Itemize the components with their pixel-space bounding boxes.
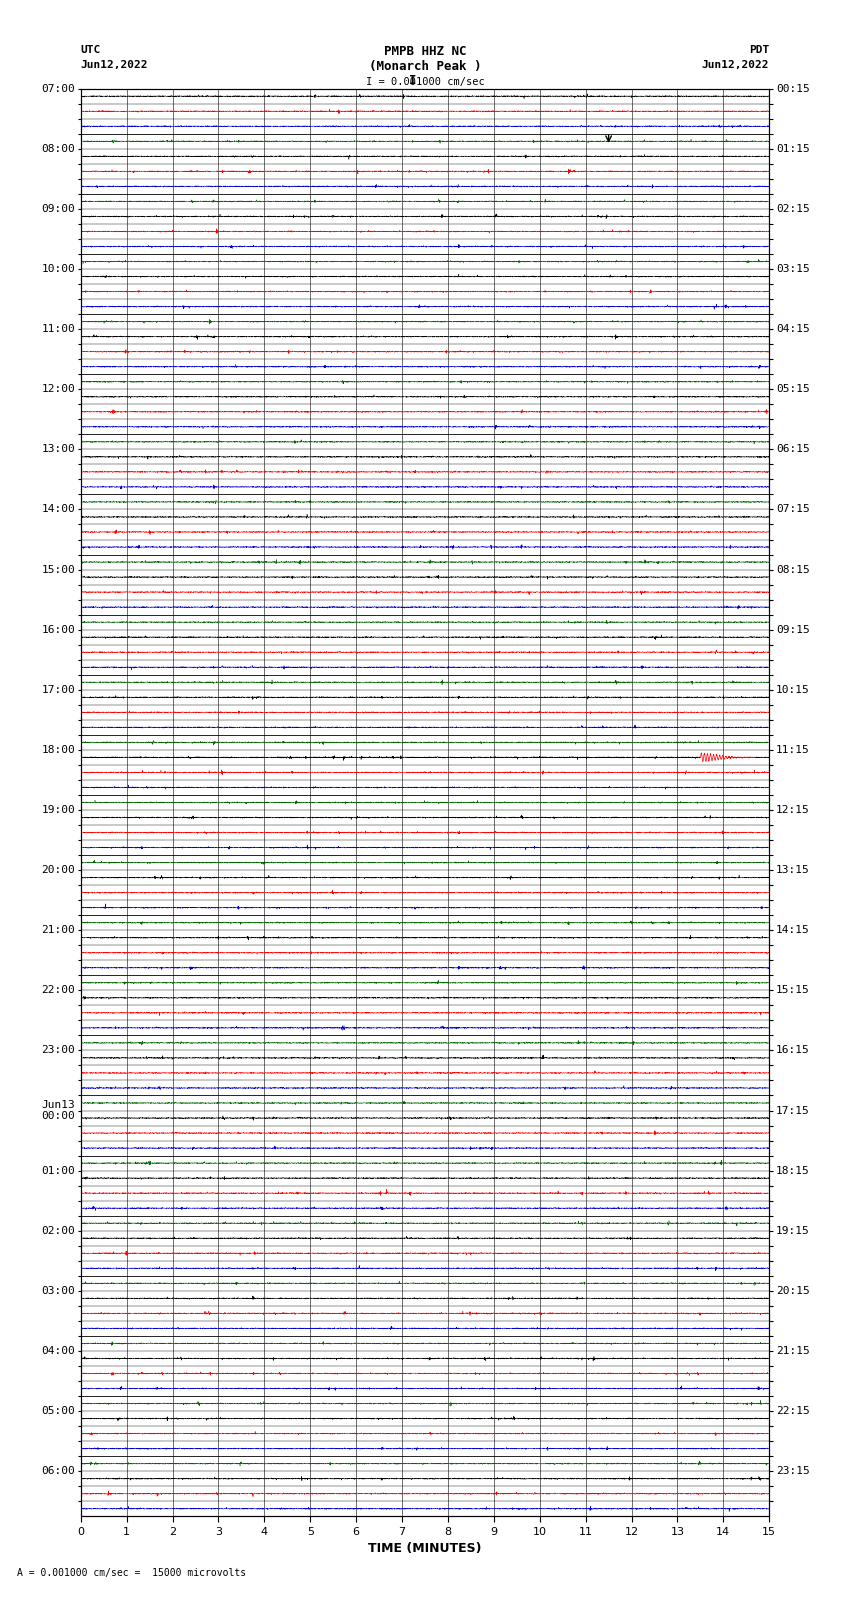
Text: Jun12,2022: Jun12,2022: [81, 60, 148, 69]
Text: PMPB HHZ NC: PMPB HHZ NC: [383, 45, 467, 58]
Text: Jun12,2022: Jun12,2022: [702, 60, 769, 69]
Text: PDT: PDT: [749, 45, 769, 55]
Text: A = 0.001000 cm/sec =  15000 microvolts: A = 0.001000 cm/sec = 15000 microvolts: [17, 1568, 246, 1578]
Text: I = 0.001000 cm/sec: I = 0.001000 cm/sec: [366, 77, 484, 87]
Text: I: I: [409, 74, 416, 87]
X-axis label: TIME (MINUTES): TIME (MINUTES): [368, 1542, 482, 1555]
Text: (Monarch Peak ): (Monarch Peak ): [369, 60, 481, 73]
Text: UTC: UTC: [81, 45, 101, 55]
